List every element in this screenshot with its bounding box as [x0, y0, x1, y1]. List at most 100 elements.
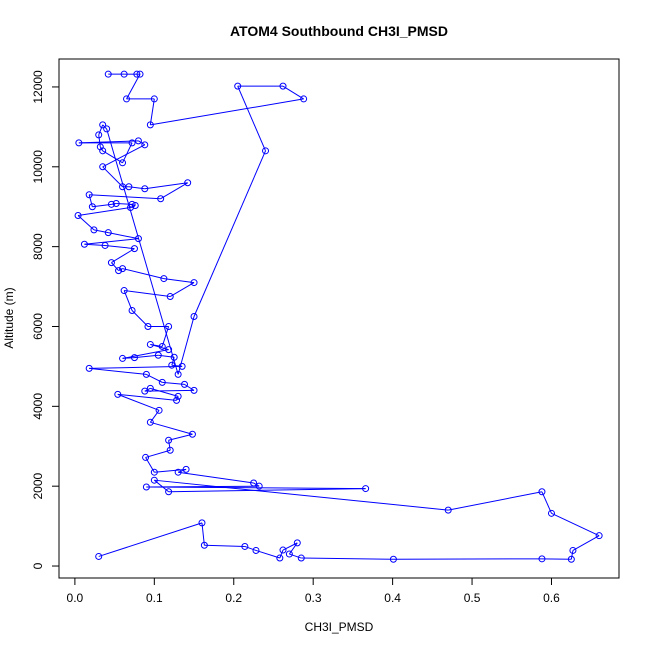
data-point	[99, 163, 107, 171]
series-line-segment	[146, 486, 366, 490]
series-line-segment	[117, 393, 177, 401]
series-line-segment	[106, 128, 179, 375]
data-point	[130, 354, 138, 362]
series-line-segment	[169, 282, 195, 297]
series-line-segment	[168, 440, 171, 451]
data-point	[99, 121, 107, 129]
series-line-segment	[289, 553, 302, 559]
series-line-segment	[178, 471, 254, 484]
series-line-segment	[145, 449, 171, 458]
data-point	[155, 406, 163, 414]
series-line-segment	[122, 357, 135, 359]
series-line-segment	[111, 203, 117, 205]
series-line-segment	[149, 410, 160, 423]
series-line-segment	[78, 140, 139, 144]
chart-title: ATOM4 Southbound CH3I_PMSD	[230, 23, 448, 39]
data-point	[262, 147, 270, 155]
series-line-segment	[168, 433, 193, 441]
data-point	[252, 546, 260, 554]
data-point	[170, 353, 178, 361]
series-line-segment	[154, 468, 187, 473]
y-tick-label: 4000	[31, 393, 45, 420]
data-point	[362, 485, 370, 493]
x-tick-label: 0.3	[305, 591, 322, 605]
y-tick-label: 8000	[31, 233, 45, 260]
y-axis-label: Altitude (m)	[2, 287, 16, 348]
series-line-segment	[77, 215, 95, 231]
data-point	[198, 519, 206, 527]
series-line-segment	[89, 367, 147, 375]
x-axis-label: CH3I_PMSD	[305, 620, 374, 634]
data-point	[114, 390, 122, 398]
data-point	[104, 70, 112, 78]
data-point	[85, 191, 93, 199]
series-lines	[77, 73, 600, 560]
data-point	[95, 131, 103, 139]
data-point	[165, 346, 173, 354]
data-point	[569, 546, 577, 554]
data-point	[146, 384, 154, 392]
data-point	[158, 378, 166, 386]
data-point	[141, 387, 149, 395]
data-point	[547, 509, 555, 517]
y-tick-label: 6000	[31, 313, 45, 340]
data-point	[279, 546, 287, 554]
data-point	[200, 541, 208, 549]
series-line-segment	[122, 349, 169, 359]
series-line-segment	[171, 357, 175, 366]
data-point	[178, 362, 186, 370]
series-line-segment	[204, 544, 245, 547]
data-point	[133, 70, 141, 78]
series-line-segment	[301, 557, 394, 560]
series-line-segment	[108, 232, 139, 240]
series-line-segment	[98, 124, 104, 136]
x-tick-label: 0.4	[384, 591, 401, 605]
data-point	[75, 139, 83, 147]
data-point	[146, 121, 154, 129]
data-point	[134, 235, 142, 243]
x-tick-label: 0.2	[225, 591, 242, 605]
series-line-segment	[282, 85, 304, 100]
data-point	[181, 380, 189, 388]
data-point	[184, 179, 192, 187]
data-point	[99, 147, 107, 155]
series-line-segment	[126, 73, 141, 100]
series-line-segment	[237, 85, 266, 152]
data-point	[144, 322, 152, 330]
series-line-segment	[84, 238, 139, 245]
data-point	[142, 483, 150, 491]
data-point	[188, 430, 196, 438]
series-line-segment	[144, 389, 195, 392]
data-point	[120, 287, 128, 295]
series-line-segment	[131, 310, 149, 327]
series-line-segment	[144, 182, 188, 190]
series-line-segment	[111, 248, 135, 264]
data-point	[190, 279, 198, 287]
data-point	[146, 418, 154, 426]
series-line-segment	[102, 150, 123, 164]
data-point	[88, 203, 96, 211]
series-line-segment	[122, 142, 133, 164]
data-point	[567, 555, 575, 563]
plot-frame	[58, 58, 620, 579]
series-line-segment	[102, 166, 123, 188]
data-point	[182, 465, 190, 473]
data-point	[595, 532, 603, 540]
data-point	[101, 241, 109, 249]
data-point	[168, 361, 176, 369]
data-point	[444, 506, 452, 514]
data-point	[160, 275, 168, 283]
data-point	[158, 342, 166, 350]
data-point	[141, 141, 149, 149]
series-line-segment	[134, 354, 159, 359]
data-point	[142, 370, 150, 378]
data-point	[165, 322, 173, 330]
data-point	[190, 386, 198, 394]
data-point	[174, 392, 182, 400]
data-point	[250, 479, 258, 487]
data-point	[279, 82, 287, 90]
data-point	[154, 351, 162, 359]
data-point	[255, 482, 263, 490]
data-point	[74, 211, 82, 219]
data-point	[119, 265, 127, 273]
